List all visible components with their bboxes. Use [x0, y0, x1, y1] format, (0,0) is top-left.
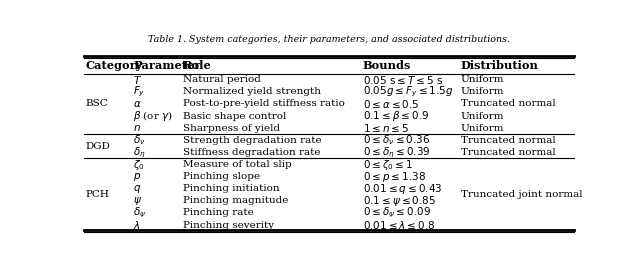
Text: Post-to-pre-yield stiffness ratio: Post-to-pre-yield stiffness ratio	[182, 100, 344, 108]
Text: $1 \leq n \leq 5$: $1 \leq n \leq 5$	[363, 122, 409, 134]
Text: Category: Category	[86, 60, 143, 71]
Text: $0.05g \leq F_y \leq 1.5g$: $0.05g \leq F_y \leq 1.5g$	[363, 85, 453, 99]
Text: $0.1 \leq \beta \leq 0.9$: $0.1 \leq \beta \leq 0.9$	[363, 109, 429, 123]
Text: $n$: $n$	[133, 123, 141, 133]
Text: Natural period: Natural period	[182, 75, 260, 84]
Text: $0 \leq \alpha \leq 0.5$: $0 \leq \alpha \leq 0.5$	[363, 98, 419, 110]
Text: Normalized yield strength: Normalized yield strength	[182, 87, 321, 96]
Text: $T$: $T$	[133, 74, 142, 86]
Text: $0 \leq \delta_\psi \leq 0.09$: $0 \leq \delta_\psi \leq 0.09$	[363, 206, 431, 220]
Text: $\lambda$: $\lambda$	[133, 219, 141, 231]
Text: Sharpness of yield: Sharpness of yield	[182, 124, 280, 133]
Text: Uniform: Uniform	[461, 75, 504, 84]
Text: PCH: PCH	[86, 190, 110, 199]
Text: $\delta_\nu$: $\delta_\nu$	[133, 133, 145, 147]
Text: Truncated normal: Truncated normal	[461, 136, 556, 145]
Text: Stiffness degradation rate: Stiffness degradation rate	[182, 148, 320, 157]
Text: $0 \leq \delta_\eta \leq 0.39$: $0 \leq \delta_\eta \leq 0.39$	[363, 145, 431, 160]
Text: Basic shape control: Basic shape control	[182, 112, 286, 121]
Text: $\delta_\psi$: $\delta_\psi$	[133, 206, 147, 220]
Text: BSC: BSC	[86, 100, 109, 108]
Text: Bounds: Bounds	[363, 60, 411, 71]
Text: Distribution: Distribution	[461, 60, 539, 71]
Text: Uniform: Uniform	[461, 112, 504, 121]
Text: $0.05\ \mathrm{s} \leq T \leq 5\ \mathrm{s}$: $0.05\ \mathrm{s} \leq T \leq 5\ \mathrm…	[363, 74, 444, 86]
Text: $\delta_\eta$: $\delta_\eta$	[133, 145, 146, 160]
Text: $0.01 \leq q \leq 0.43$: $0.01 \leq q \leq 0.43$	[363, 182, 442, 196]
Text: Truncated joint normal: Truncated joint normal	[461, 190, 582, 199]
Text: $F_y$: $F_y$	[133, 85, 145, 99]
Text: $q$: $q$	[133, 183, 141, 195]
Text: Measure of total slip: Measure of total slip	[182, 160, 291, 169]
Text: Truncated normal: Truncated normal	[461, 100, 556, 108]
Text: Pinching initiation: Pinching initiation	[182, 184, 279, 193]
Text: Truncated normal: Truncated normal	[461, 148, 556, 157]
Text: $0 \leq \zeta_0 \leq 1$: $0 \leq \zeta_0 \leq 1$	[363, 158, 413, 172]
Text: $p$: $p$	[133, 171, 141, 183]
Text: $0 \leq \delta_\nu \leq 0.36$: $0 \leq \delta_\nu \leq 0.36$	[363, 133, 430, 147]
Text: Pinching slope: Pinching slope	[182, 172, 260, 181]
Text: Uniform: Uniform	[461, 87, 504, 96]
Text: $\zeta_0$: $\zeta_0$	[133, 158, 145, 172]
Text: $\psi$: $\psi$	[133, 195, 142, 207]
Text: Strength degradation rate: Strength degradation rate	[182, 136, 321, 145]
Text: $0 \leq p \leq 1.38$: $0 \leq p \leq 1.38$	[363, 170, 426, 184]
Text: $0.1 \leq \psi \leq 0.85$: $0.1 \leq \psi \leq 0.85$	[363, 194, 436, 208]
Text: Parameter: Parameter	[133, 60, 200, 71]
Text: $0.01 \leq \lambda \leq 0.8$: $0.01 \leq \lambda \leq 0.8$	[363, 219, 435, 231]
Text: Pinching magnitude: Pinching magnitude	[182, 196, 288, 205]
Text: Role: Role	[182, 60, 211, 71]
Text: Uniform: Uniform	[461, 124, 504, 133]
Text: $\alpha$: $\alpha$	[133, 99, 141, 109]
Text: Pinching rate: Pinching rate	[182, 208, 253, 217]
Text: DGD: DGD	[86, 142, 111, 151]
Text: Table 1. System categories, their parameters, and associated distributions.: Table 1. System categories, their parame…	[148, 35, 509, 44]
Text: Pinching severity: Pinching severity	[182, 221, 274, 229]
Text: $\beta$ (or $\gamma$): $\beta$ (or $\gamma$)	[133, 109, 173, 123]
